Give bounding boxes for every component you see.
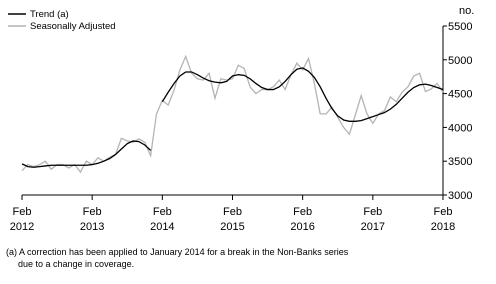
y-axis-label: no.	[459, 5, 474, 17]
legend-label: Seasonally Adjusted	[30, 21, 116, 32]
footnote: due to a change in coverage.	[18, 259, 134, 269]
x-tick-label: Feb 2018	[431, 206, 455, 233]
y-tick-label: 3000	[448, 190, 472, 202]
x-tick-label: Feb 2012	[10, 206, 34, 233]
series-line	[21, 67, 444, 168]
footnote: (a) A correction has been applied to Jan…	[6, 247, 349, 257]
y-tick-label: 5500	[448, 21, 472, 33]
y-tick-label: 4000	[448, 122, 472, 134]
x-tick-label: Feb 2015	[220, 206, 244, 233]
x-tick-label: Feb 2017	[361, 206, 385, 233]
legend-label: Trend (a)	[30, 9, 69, 20]
x-tick-label: Feb 2014	[150, 206, 174, 233]
y-tick-label: 3500	[448, 156, 472, 168]
x-tick-label: Feb 2016	[290, 206, 314, 233]
y-tick-label: 5000	[448, 55, 472, 67]
y-tick-label: 4500	[448, 89, 472, 101]
x-tick-label: Feb 2013	[80, 206, 104, 233]
